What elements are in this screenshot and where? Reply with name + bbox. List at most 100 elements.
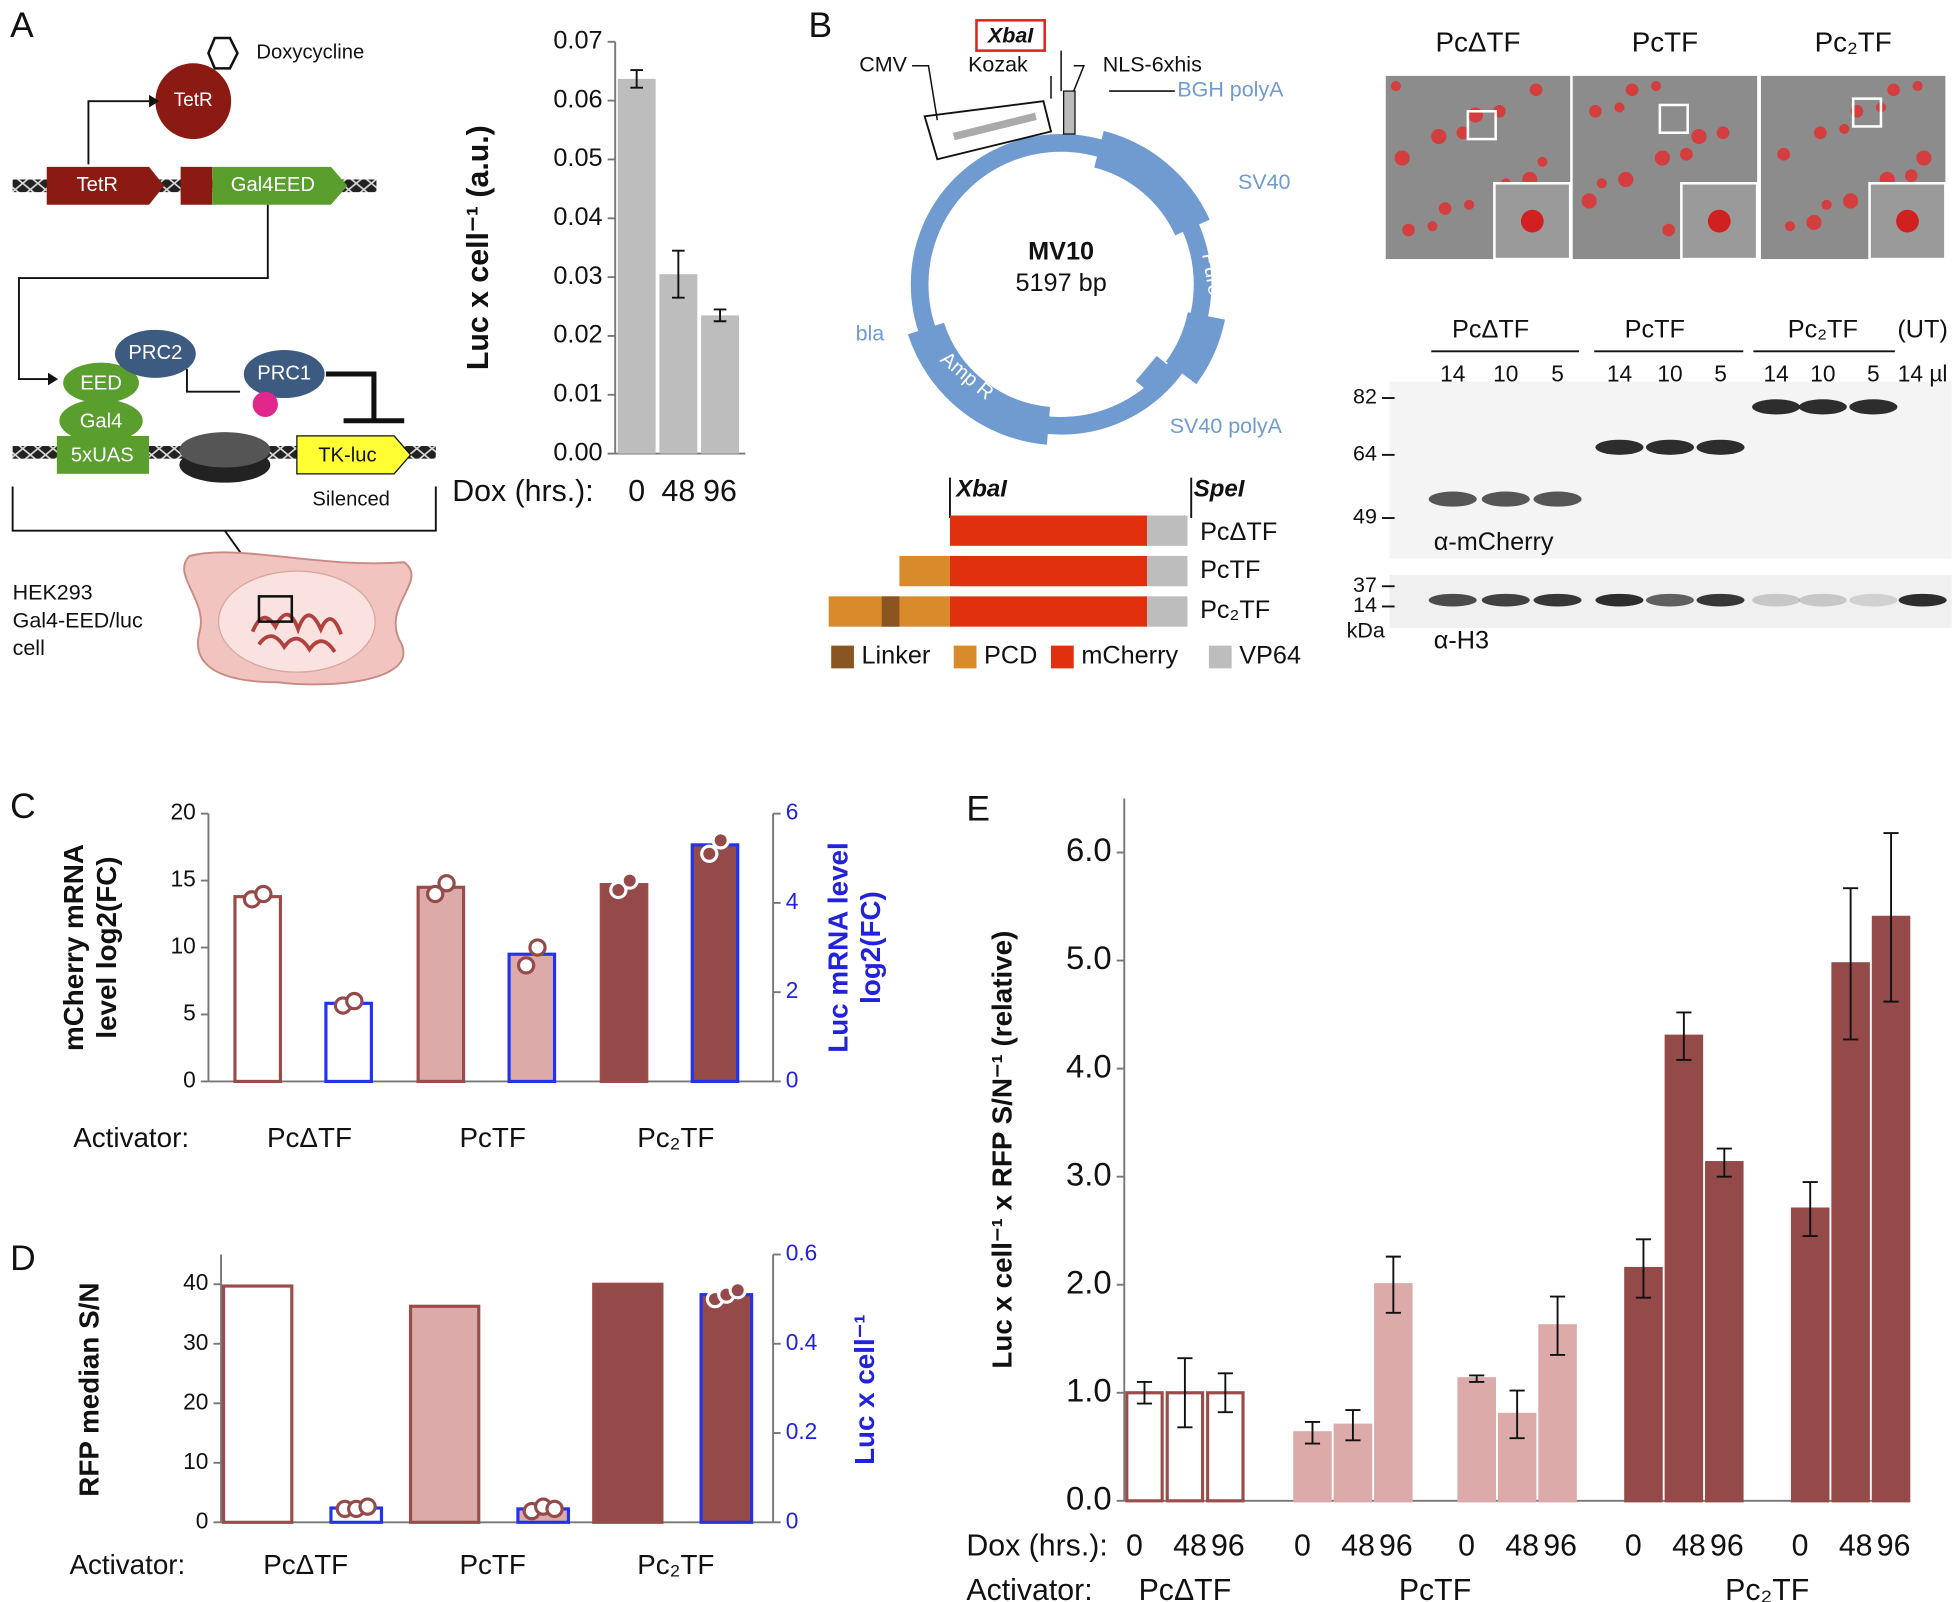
segment <box>899 555 950 587</box>
image-title: Pc₂TF <box>1815 27 1892 58</box>
band <box>1752 593 1801 607</box>
segment <box>1147 555 1188 587</box>
y-tick-label: 0.06 <box>553 85 602 113</box>
lane-label: 10 <box>1657 360 1682 386</box>
x-tick-label: PcTF <box>459 1549 525 1580</box>
label: XbaI <box>987 23 1034 47</box>
mark <box>252 391 278 417</box>
feature <box>1165 311 1225 385</box>
x-tick-label: 48 <box>1341 1530 1375 1563</box>
x-tick-label: 96 <box>1379 1530 1413 1563</box>
plasmid: XbaI CMV Kozak NLS-6xhis BGH polyA f1 SV… <box>856 19 1291 445</box>
error-bar <box>1549 1295 1566 1356</box>
cell-signal <box>1529 83 1543 97</box>
label: PcTF <box>1200 556 1260 584</box>
segment <box>881 596 900 627</box>
cell-signal <box>1912 80 1923 92</box>
panel-label: D <box>10 1239 36 1278</box>
feature <box>1135 355 1177 398</box>
zoom-box <box>1658 103 1689 135</box>
label: Doxycycline <box>256 42 364 64</box>
group-label: PcTF <box>1399 1574 1471 1602</box>
error-bar <box>1136 1381 1153 1405</box>
group-label: PcΔTF <box>1139 1574 1232 1602</box>
replicate-point <box>609 880 628 900</box>
y-tick-label: 20 <box>183 1388 208 1414</box>
x-tick-label: 48 <box>1839 1530 1873 1563</box>
replicate-point <box>528 938 547 957</box>
cell-signal <box>1843 193 1859 209</box>
error-bar <box>1469 1374 1485 1383</box>
bar <box>701 315 739 454</box>
x-axis-title: Activator: <box>73 1122 189 1153</box>
cell-signal <box>1520 209 1544 233</box>
y-tick-label: 0.07 <box>553 26 602 54</box>
cell-signal <box>1651 80 1662 92</box>
label: SpeI <box>1194 476 1246 503</box>
label: PcΔTF <box>1200 518 1277 546</box>
cell-signal <box>1438 202 1452 215</box>
y-tick-label: 5.0 <box>1066 939 1112 976</box>
cell-signal <box>1806 214 1822 231</box>
cell-signal <box>1537 156 1548 167</box>
lane-label: 14 <box>1763 360 1788 386</box>
axis-title: Luc x cell⁻¹ (a.u.) <box>462 125 495 370</box>
label: Gal4-EED/luc <box>13 608 143 632</box>
x-tick-label: 0 <box>1126 1530 1143 1563</box>
y-tick-label: 1.0 <box>1066 1371 1112 1408</box>
cell-signal <box>1589 104 1602 118</box>
y-tick-label: 0.00 <box>553 438 602 466</box>
y-tick-label: 6.0 <box>1066 831 1112 868</box>
cell-signal <box>1691 128 1707 145</box>
cell-signal <box>1784 221 1796 232</box>
label: SV40 <box>1238 170 1291 194</box>
band <box>1752 399 1801 415</box>
lane-label: 5 <box>1551 360 1564 386</box>
x-tick-label: 0 <box>1294 1530 1311 1563</box>
nucleosome <box>179 432 271 468</box>
band <box>1533 593 1582 607</box>
x-tick-label: 0 <box>628 475 645 508</box>
constructs: XbaI SpeI PcΔTF PcTF Pc₂TF <box>828 476 1277 627</box>
legend-swatch <box>831 645 854 669</box>
error-bar <box>672 249 685 299</box>
segment <box>1147 515 1188 546</box>
bar <box>1790 1207 1830 1503</box>
replicate-point <box>728 1281 747 1300</box>
y-tick-label: 0.2 <box>786 1418 818 1444</box>
lane-label: 5 <box>1714 360 1727 386</box>
cell-signal <box>1887 83 1900 97</box>
band <box>1428 491 1477 507</box>
error-bar <box>1802 1181 1818 1238</box>
band <box>1849 399 1898 415</box>
legend-label: PCD <box>984 642 1037 670</box>
label: HEK293 <box>13 581 93 605</box>
x-axis-title: Dox (hrs.): <box>452 475 593 508</box>
x-axis-title: Activator: <box>69 1549 185 1580</box>
y-tick-label: 0.04 <box>553 203 602 231</box>
bar <box>1664 1034 1704 1503</box>
label: cell <box>13 636 45 660</box>
x-tick-label: 48 <box>1505 1530 1539 1563</box>
band <box>1533 491 1582 507</box>
label: TetR <box>76 174 118 196</box>
axis-title: mCherry mRNA <box>58 844 89 1051</box>
axis-title: Luc mRNA level <box>822 842 853 1052</box>
band <box>1481 491 1530 507</box>
leader <box>912 50 1175 121</box>
label: 5197 bp <box>1015 269 1106 297</box>
y-tick-label: 40 <box>183 1269 208 1295</box>
hexagon <box>207 36 239 70</box>
y-tick-label: 4 <box>786 888 799 914</box>
label: TetR <box>174 90 213 111</box>
y-tick-label: 6 <box>786 799 799 825</box>
x-tick-label: PcΔTF <box>267 1122 352 1153</box>
cell-signal <box>1896 209 1919 233</box>
cell-signal <box>1581 193 1597 209</box>
x-tick-label: 48 <box>662 475 696 508</box>
error-bar <box>1509 1389 1525 1440</box>
y-tick-label: 0 <box>183 1066 196 1092</box>
marker-label: 37 <box>1353 573 1377 597</box>
